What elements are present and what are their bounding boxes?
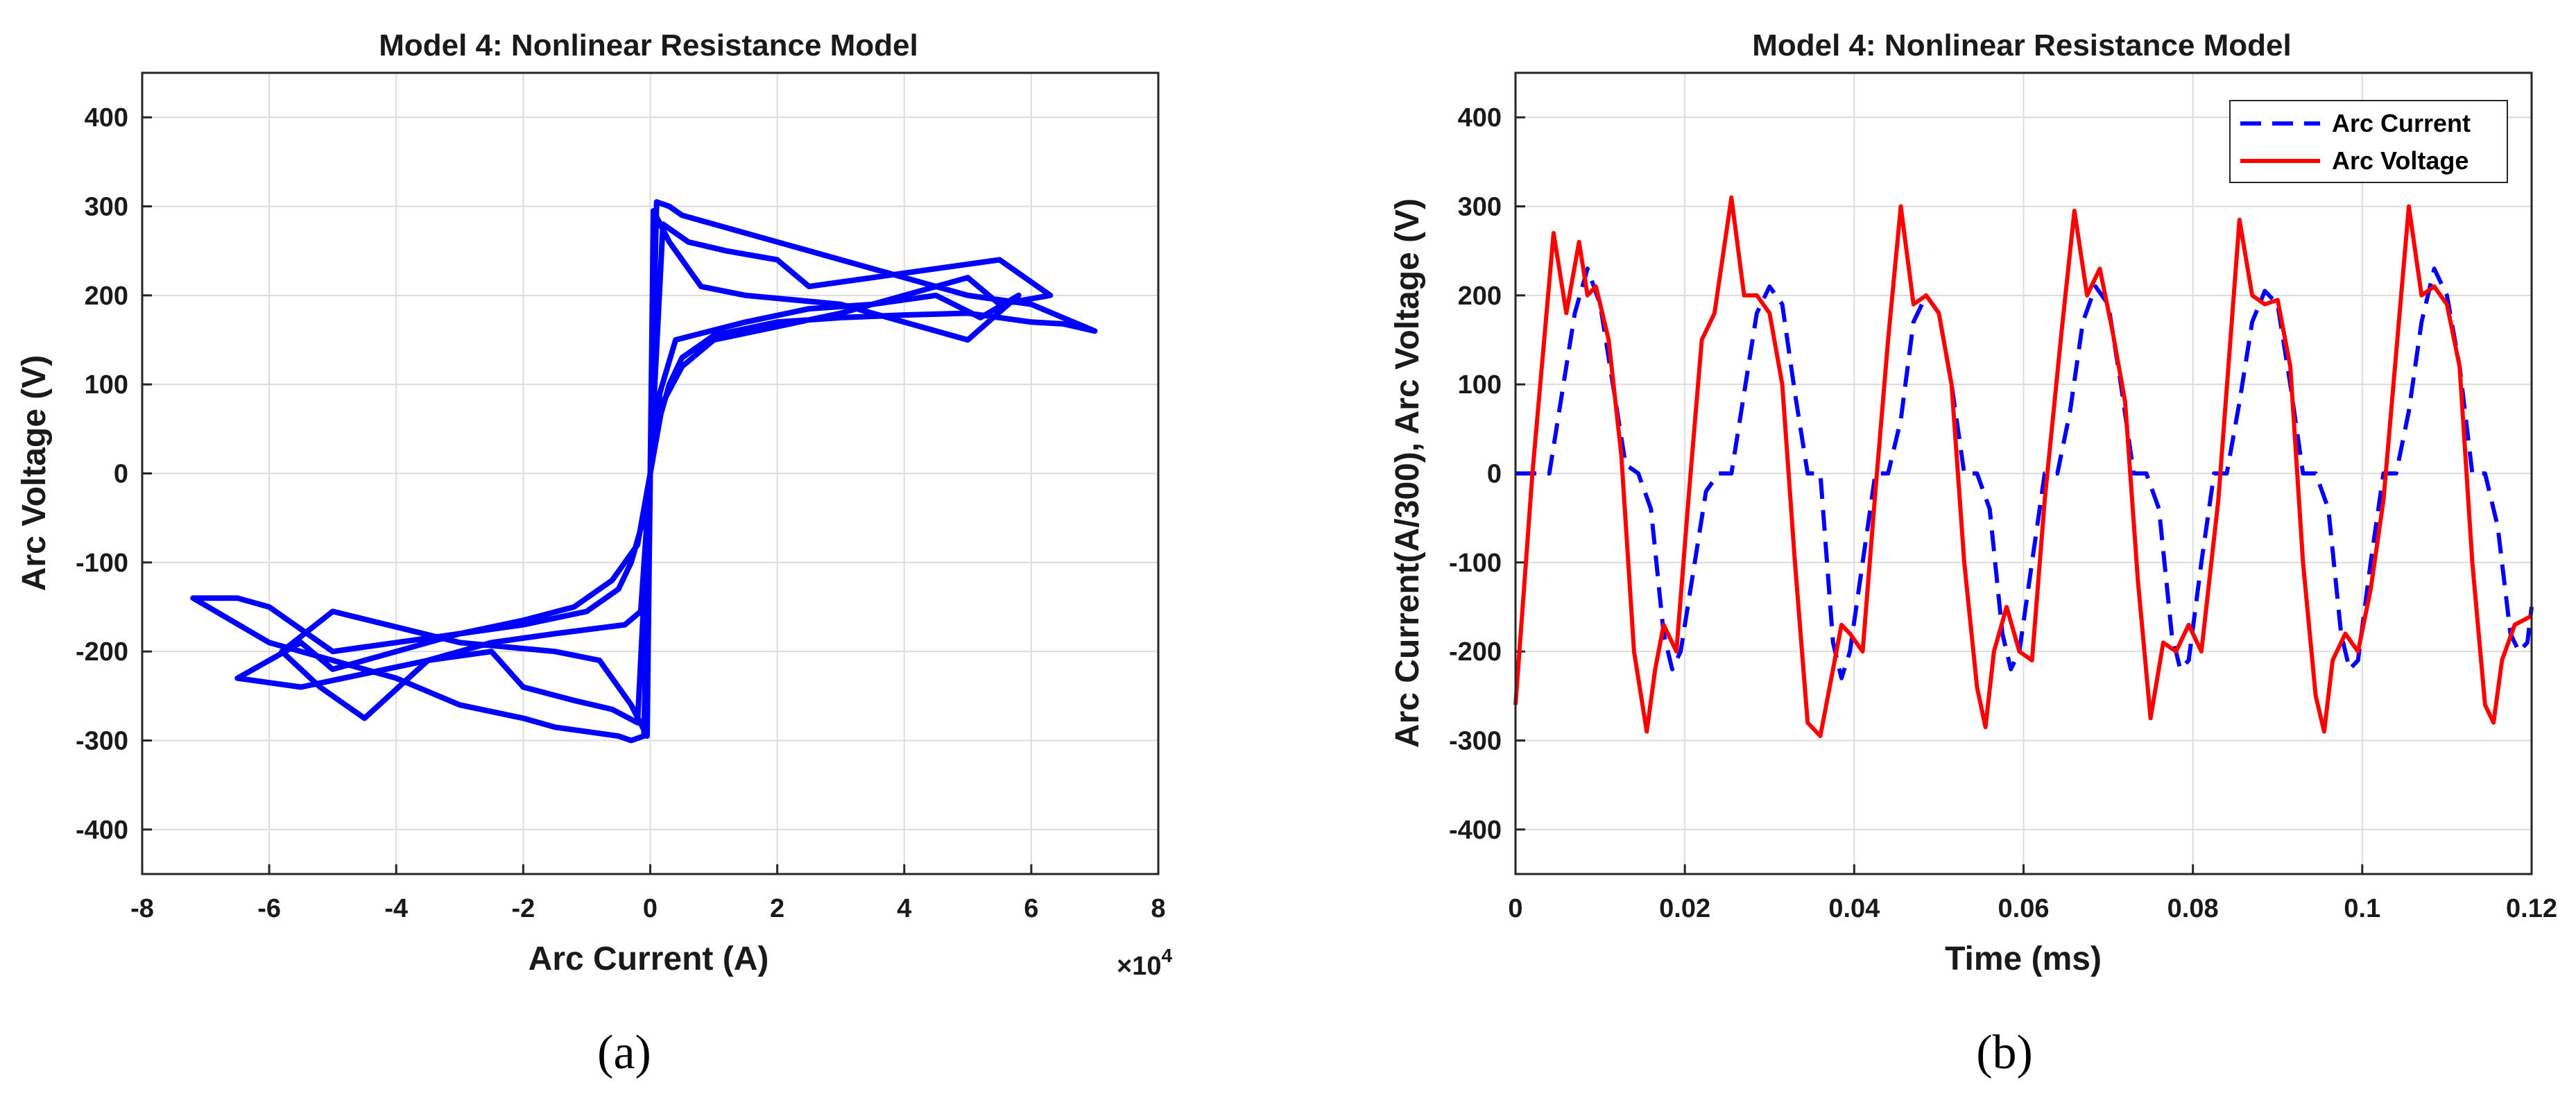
chart-a-x-tick-label: 4 bbox=[897, 894, 911, 923]
legend-arc-voltage-label: Arc Voltage bbox=[2332, 146, 2468, 175]
chart-a-y-tick-label: -400 bbox=[76, 816, 128, 845]
chart-a-y-tick-label: 200 bbox=[85, 282, 128, 311]
chart-a-y-tick-label: 400 bbox=[85, 103, 128, 132]
chart-a-x-multiplier-base: ×10 bbox=[1117, 952, 1161, 981]
chart-b-grid bbox=[1515, 73, 2532, 874]
chart-b-x-tick-label: 0.08 bbox=[2167, 894, 2219, 923]
chart-b-x-tick-label: 0 bbox=[1508, 894, 1522, 923]
chart-a-title: Model 4: Nonlinear Resistance Model bbox=[379, 28, 918, 62]
chart-b-y-tick-label: 300 bbox=[1458, 193, 1502, 222]
chart-b-y-tick-label: -100 bbox=[1449, 549, 1502, 578]
chart-a: Model 4: Nonlinear Resistance Model -8 -6… bbox=[16, 28, 1172, 1079]
chart-b-x-tick-label: 0.1 bbox=[2344, 894, 2380, 923]
chart-b-y-tick-label: -200 bbox=[1449, 637, 1502, 667]
chart-a-y-label: Arc Voltage (V) bbox=[16, 355, 53, 592]
chart-b-plot-frame bbox=[1514, 71, 2533, 875]
chart-b-y-tick-label: -300 bbox=[1449, 727, 1502, 756]
chart-b: Model 4: Nonlinear Resistance Model 0 0.0… bbox=[1389, 28, 2557, 1079]
legend-arc-current-label: Arc Current bbox=[2332, 109, 2471, 137]
chart-a-x-tick-label: -8 bbox=[130, 894, 154, 923]
chart-a-y-tick-label: -200 bbox=[76, 637, 128, 667]
chart-b-y-tick-label: 400 bbox=[1458, 103, 1502, 132]
chart-a-x-tick-label: 2 bbox=[770, 894, 784, 923]
chart-a-y-tick-label: -300 bbox=[76, 727, 128, 756]
chart-a-x-multiplier: ×104 bbox=[1117, 945, 1172, 981]
chart-b-y-label: Arc Current(A/300), Arc Voltage (V) bbox=[1389, 198, 1426, 748]
chart-b-y-tick-label: -400 bbox=[1449, 816, 1502, 845]
chart-a-x-ticks: -8 -6 -4 -2 0 2 4 6 8 bbox=[130, 864, 1166, 923]
chart-b-y-tick-label: 100 bbox=[1458, 370, 1502, 400]
chart-b-x-tick-label: 0.12 bbox=[2506, 894, 2557, 923]
chart-a-x-multiplier-exp: 4 bbox=[1161, 945, 1172, 966]
chart-a-plot-frame bbox=[141, 71, 1160, 875]
chart-a-y-ticks: -400 -300 -200 -100 0 100 200 300 400 bbox=[76, 103, 152, 845]
chart-a-x-tick-label: 8 bbox=[1151, 894, 1165, 923]
chart-b-title: Model 4: Nonlinear Resistance Model bbox=[1752, 28, 2292, 62]
chart-b-x-tick-label: 0.06 bbox=[1998, 894, 2050, 923]
chart-b-y-tick-label: 200 bbox=[1458, 282, 1502, 311]
chart-b-y-tick-label: 0 bbox=[1487, 460, 1502, 489]
chart-a-caption: (a) bbox=[597, 1026, 651, 1079]
chart-b-legend: Arc Current Arc Voltage bbox=[2229, 100, 2508, 183]
chart-a-x-label: Arc Current (A) bbox=[529, 941, 769, 977]
legend-box bbox=[2229, 100, 2508, 183]
chart-a-y-tick-label: 0 bbox=[114, 460, 128, 489]
chart-a-y-tick-label: 100 bbox=[85, 370, 128, 400]
chart-a-y-tick-label: 300 bbox=[85, 193, 128, 222]
chart-a-x-tick-label: -2 bbox=[511, 894, 535, 923]
chart-a-x-tick-label: -6 bbox=[257, 894, 281, 923]
chart-a-y-tick-label: -100 bbox=[76, 549, 128, 578]
chart-b-caption: (b) bbox=[1976, 1026, 2033, 1079]
chart-b-x-tick-label: 0.02 bbox=[1659, 894, 1710, 923]
chart-b-x-label: Time (ms) bbox=[1945, 941, 2102, 977]
chart-b-y-ticks: -400 -300 -200 -100 0 100 200 300 400 bbox=[1449, 103, 1525, 845]
chart-a-series-vi-line bbox=[190, 199, 1098, 744]
chart-a-x-tick-label: 0 bbox=[643, 894, 658, 923]
chart-b-x-tick-label: 0.04 bbox=[1828, 894, 1880, 923]
chart-a-x-tick-label: -4 bbox=[384, 894, 408, 923]
chart-b-series-arc-voltage-line bbox=[1513, 195, 2533, 739]
chart-a-x-tick-label: 6 bbox=[1024, 894, 1038, 923]
chart-b-series-arc-current-line bbox=[1515, 266, 2534, 680]
